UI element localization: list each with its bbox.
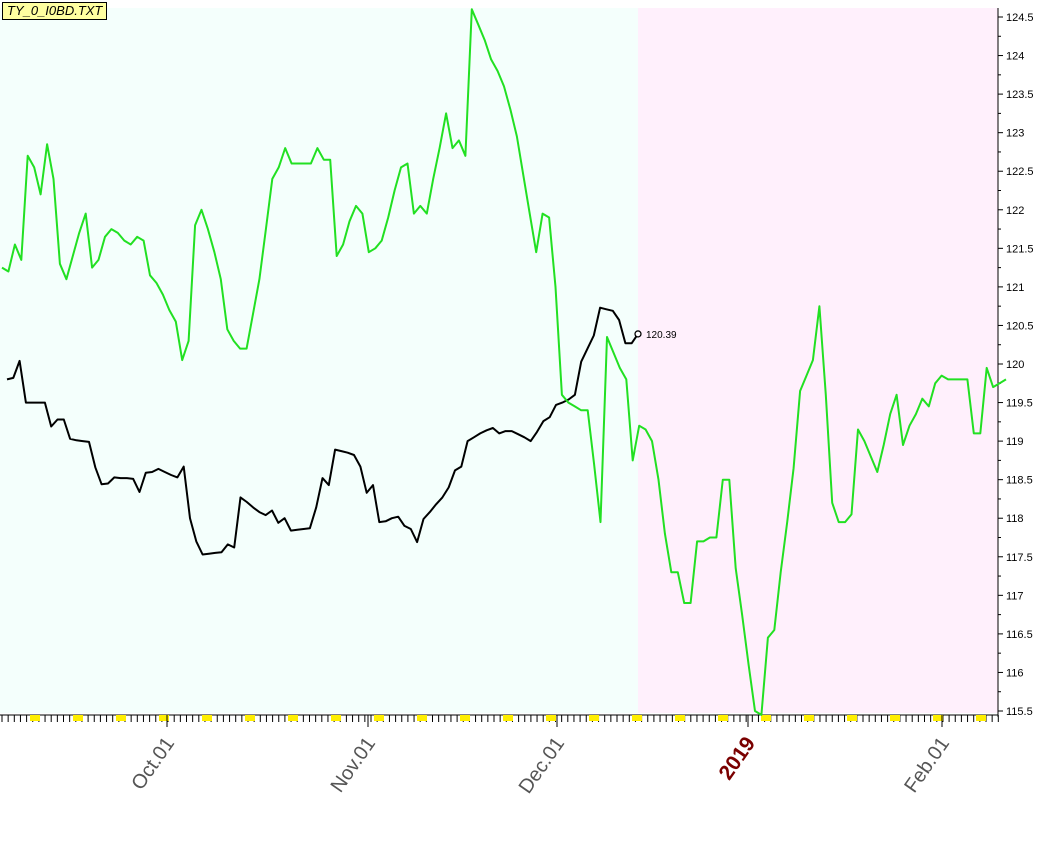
y-tick-label: 123.5 <box>1006 89 1034 101</box>
projection-series-line <box>1 8 1007 716</box>
y-tick-label: 119.5 <box>1006 398 1033 410</box>
week-marker <box>976 715 986 721</box>
y-tick-label: 120.5 <box>1006 320 1034 332</box>
y-tick-label: 118.5 <box>1006 475 1033 487</box>
week-marker <box>202 715 212 721</box>
week-marker <box>546 715 556 721</box>
y-tick-label: 121 <box>1006 282 1024 294</box>
week-marker <box>73 715 83 721</box>
y-tick-label: 121.5 <box>1006 243 1034 255</box>
week-marker <box>589 715 599 721</box>
y-tick-label: 122.5 <box>1006 166 1034 178</box>
history-region <box>0 8 638 713</box>
x-month-label: Oct.01 <box>127 733 179 794</box>
week-marker <box>675 715 685 721</box>
y-tick-label: 118 <box>1006 513 1024 525</box>
y-tick-label: 116.5 <box>1006 629 1033 641</box>
y-tick-label: 117.5 <box>1006 552 1033 564</box>
x-year-label: 2019 <box>714 733 760 784</box>
week-marker <box>632 715 642 721</box>
last-value-label: 120.39 <box>646 330 677 341</box>
week-marker <box>503 715 513 721</box>
x-month-label: Nov.01 <box>327 733 381 796</box>
y-tick-label: 119 <box>1006 436 1024 448</box>
x-month-label: Dec.01 <box>515 733 569 798</box>
y-tick-label: 117 <box>1006 590 1024 602</box>
y-tick-label: 116 <box>1006 667 1024 679</box>
week-marker <box>718 715 728 721</box>
week-marker <box>847 715 857 721</box>
y-tick-label: 124.5 <box>1006 12 1034 24</box>
week-marker <box>890 715 900 721</box>
x-month-label: Feb.01 <box>900 733 954 797</box>
week-marker <box>804 715 814 721</box>
price-series-line <box>6 306 639 556</box>
projection-region <box>638 8 998 713</box>
y-tick-label: 115.5 <box>1006 706 1033 718</box>
week-marker <box>460 715 470 721</box>
week-marker <box>933 715 943 721</box>
week-marker <box>288 715 298 721</box>
week-marker <box>331 715 341 721</box>
week-marker <box>116 715 126 721</box>
y-tick-label: 120 <box>1006 359 1024 371</box>
file-name-label: TY_0_I0BD.TXT <box>2 2 108 20</box>
y-tick-label: 124 <box>1006 51 1024 63</box>
week-marker <box>417 715 427 721</box>
y-tick-label: 123 <box>1006 128 1024 140</box>
week-marker <box>761 715 771 721</box>
week-marker <box>245 715 255 721</box>
y-tick-label: 122 <box>1006 205 1024 217</box>
week-marker <box>374 715 384 721</box>
last-value-marker <box>634 330 642 338</box>
week-marker <box>159 715 169 721</box>
week-marker <box>30 715 40 721</box>
